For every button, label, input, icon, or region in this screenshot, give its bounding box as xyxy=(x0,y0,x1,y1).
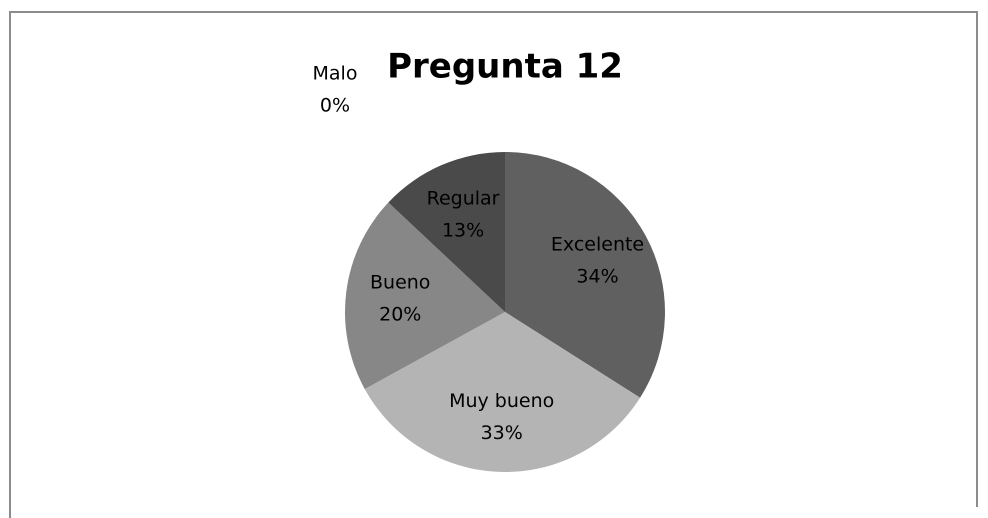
slice-category: Regular xyxy=(427,188,500,210)
slice-category: Bueno xyxy=(370,271,430,293)
slice-value-label: 13% xyxy=(442,220,484,242)
slice-category: Muy bueno xyxy=(449,390,554,412)
pie-slice xyxy=(364,312,641,472)
pie-slice xyxy=(344,202,505,390)
chart-title: Pregunta 12 xyxy=(387,47,623,87)
pie-slice xyxy=(505,152,665,398)
slice-value-label: 0% xyxy=(320,95,350,117)
slice-value-label: 34% xyxy=(576,266,618,288)
pie-slice xyxy=(388,152,505,312)
slice-category: Malo xyxy=(313,63,358,85)
slice-category: Excelente xyxy=(551,234,644,256)
slice-value-label: 33% xyxy=(481,422,523,444)
chart-frame xyxy=(9,11,978,518)
slice-value-label: 20% xyxy=(379,303,421,325)
